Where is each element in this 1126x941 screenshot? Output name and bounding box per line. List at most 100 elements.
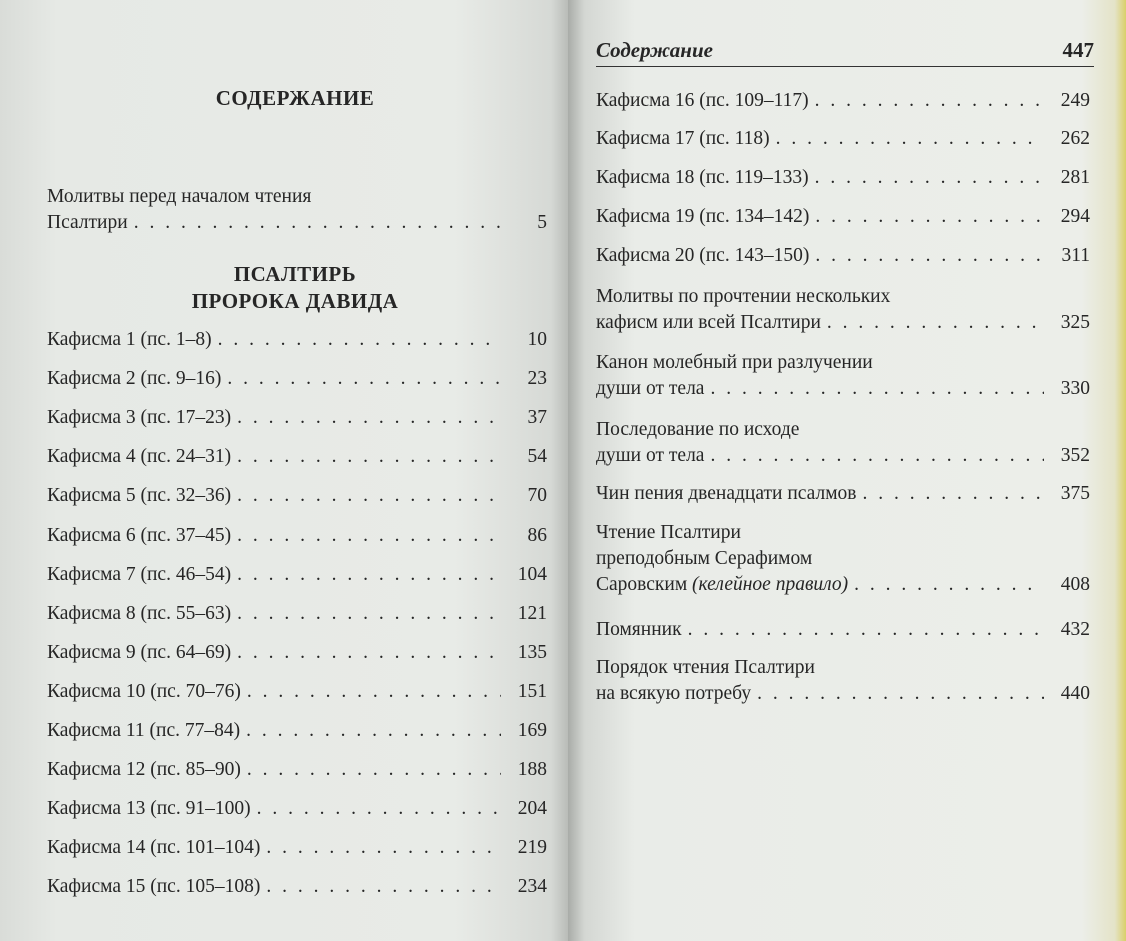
entry-page-number: 86	[527, 524, 548, 546]
dot-leader	[266, 874, 501, 900]
dot-leader	[237, 405, 501, 431]
entry-title: Кафисма 20 (пс. 143–150)	[596, 245, 810, 266]
entry-title-line: Кафисма 20 (пс. 143–150) 311	[596, 243, 1090, 269]
entry-title-line: Кафисма 2 (пс. 9–16) 23	[47, 366, 547, 392]
entry-page-number: 37	[527, 407, 548, 429]
entry-page-number: 330	[1060, 378, 1090, 399]
entry-title: Кафисма 9 (пс. 64–69)	[47, 641, 232, 663]
toc-entry: Помянник 432	[596, 617, 1090, 643]
dot-leader	[710, 376, 1044, 402]
entry-title-line: Кафисма 13 (пс. 91–100) 204	[47, 796, 547, 822]
entry-page-number: 234	[517, 876, 547, 898]
toc-entry: Кафисма 13 (пс. 91–100) 204	[47, 796, 547, 822]
entry-title-line: Чтение Псалтири	[596, 520, 1090, 546]
running-title: Содержание	[596, 38, 713, 62]
dot-leader	[237, 444, 501, 470]
entry-page-number: 5	[537, 212, 547, 233]
dot-leader	[776, 126, 1044, 152]
entry-title-line: Кафисма 17 (пс. 118) 262	[596, 126, 1090, 152]
dot-leader	[815, 243, 1044, 269]
entry-page-number: 281	[1060, 167, 1090, 188]
dot-leader	[237, 640, 501, 666]
entry-title-line: Кафисма 12 (пс. 85–90) 188	[47, 757, 547, 783]
entry-title-line: Молитвы по прочтении нескольких	[596, 284, 1090, 310]
entry-title-line: Кафисма 19 (пс. 134–142) 294	[596, 204, 1090, 230]
entry-page-number: 294	[1060, 206, 1090, 227]
toc-entry: Порядок чтения Псалтири на всякую потребу…	[596, 655, 1090, 707]
entry-title-line: Кафисма 15 (пс. 105–108) 234	[47, 874, 547, 900]
entry-page-number: 10	[527, 329, 548, 350]
entry-title: Кафисма 2 (пс. 9–16)	[47, 368, 222, 390]
entry-page-number: 219	[517, 837, 547, 859]
dot-leader	[863, 481, 1044, 507]
entry-page-number: 408	[1060, 574, 1090, 595]
dot-leader	[247, 679, 501, 705]
entry-title-line: Последование по исходе	[596, 417, 1090, 443]
dot-leader	[815, 88, 1044, 114]
dot-leader	[266, 835, 501, 861]
dot-leader	[237, 601, 501, 627]
toc-entry: Кафисма 5 (пс. 32–36) 70	[47, 483, 547, 509]
entry-page-number: 188	[517, 759, 547, 781]
entry-title-line: кафисм или всей Псалтири 325	[596, 310, 1090, 336]
entry-title: Кафисма 6 (пс. 37–45)	[47, 524, 232, 546]
entry-page-number: 135	[517, 641, 547, 663]
entry-title-line: Кафисма 3 (пс. 17–23) 37	[47, 405, 547, 431]
entry-title: души от тела	[596, 445, 705, 466]
entry-page-number: 440	[1060, 683, 1090, 704]
entry-title: Чин пения двенадцати псалмов	[596, 483, 857, 504]
entry-title: Кафисма 18 (пс. 119–133)	[596, 167, 809, 188]
entry-title-line: Кафисма 9 (пс. 64–69) 135	[47, 640, 547, 666]
dot-leader	[710, 443, 1044, 469]
toc-entry: Кафисма 1 (пс. 1–8) 10	[47, 327, 547, 353]
toc-entry: Молитвы по прочтении нескольких кафисм ил…	[596, 284, 1090, 336]
entry-title-line: Чин пения двенадцати псалмов 375	[596, 481, 1090, 507]
entry-title-line: Кафисма 16 (пс. 109–117) 249	[596, 88, 1090, 114]
entry-page-number: 54	[527, 446, 548, 468]
entry-title-line: Канон молебный при разлучении	[596, 350, 1090, 376]
entry-title: Кафисма 5 (пс. 32–36)	[47, 485, 232, 507]
entry-title: Молитвы по прочтении нескольких	[596, 286, 891, 307]
entry-page-number: 249	[1060, 90, 1090, 111]
dot-leader	[815, 165, 1044, 191]
page-number: 447	[1062, 38, 1095, 62]
entry-title: Кафисма 13 (пс. 91–100)	[47, 798, 251, 820]
toc-entry: Кафисма 18 (пс. 119–133) 281	[596, 165, 1090, 191]
toc-entry: Кафисма 12 (пс. 85–90) 188	[47, 757, 547, 783]
entry-title: Порядок чтения Псалтири	[596, 657, 815, 678]
toc-entry: Кафисма 9 (пс. 64–69) 135	[47, 640, 547, 666]
toc-entry: Кафисма 2 (пс. 9–16) 23	[47, 366, 547, 392]
entry-page-number: 262	[1060, 128, 1090, 149]
entry-title-line: Молитвы перед началом чтения	[47, 184, 547, 210]
entry-title: Кафисма 15 (пс. 105–108)	[47, 876, 261, 898]
entry-title-line: Псалтири 5	[47, 210, 547, 236]
entry-title: Помянник	[596, 619, 682, 640]
right-page: Содержание 447 Кафисма 16 (пс. 109–117) 2…	[568, 0, 1126, 941]
entry-title-line: Кафисма 7 (пс. 46–54) 104	[47, 562, 547, 588]
toc-entry: Кафисма 15 (пс. 105–108) 234	[47, 874, 547, 900]
toc-entry: Кафисма 6 (пс. 37–45) 86	[47, 523, 547, 549]
toc-entry: Кафисма 20 (пс. 143–150) 311	[596, 243, 1090, 269]
section-heading-line-2: ПРОРОКА ДАВИДА	[191, 289, 399, 313]
entry-title: Кафисма 11 (пс. 77–84)	[47, 720, 241, 741]
toc-entry: Кафисма 8 (пс. 55–63) 121	[47, 601, 547, 627]
toc-entry: Чтение Псалтири преподобным Серафимом Саро…	[596, 520, 1090, 598]
entry-title-line: на всякую потребу 440	[596, 681, 1090, 707]
running-header: Содержание 447	[596, 38, 1094, 67]
entry-title-line: Кафисма 6 (пс. 37–45) 86	[47, 523, 547, 549]
toc-entry: Кафисма 3 (пс. 17–23) 37	[47, 405, 547, 431]
entry-title: Кафисма 17 (пс. 118)	[596, 128, 770, 149]
dot-leader	[815, 204, 1044, 230]
entry-title-line: Саровским (келейное правило) 408	[596, 572, 1090, 598]
entry-page-number: 311	[1061, 245, 1090, 266]
toc-entry: Канон молебный при разлучении души от тел…	[596, 350, 1090, 402]
toc-entry: Последование по исходе души от тела 352	[596, 417, 1090, 469]
entry-title: Саровским	[596, 574, 688, 595]
entry-title-line: души от тела 330	[596, 376, 1090, 402]
entry-title: Кафисма 14 (пс. 101–104)	[47, 837, 261, 859]
entry-title: Кафисма 19 (пс. 134–142)	[596, 206, 810, 227]
dot-leader	[257, 796, 501, 822]
entry-page-number: 151	[517, 680, 547, 702]
toc-entry: Кафисма 19 (пс. 134–142) 294	[596, 204, 1090, 230]
left-page: СОДЕРЖАНИЕ ПСАЛТИРЬ ПРОРОКА ДАВИДА Молит…	[0, 0, 568, 941]
